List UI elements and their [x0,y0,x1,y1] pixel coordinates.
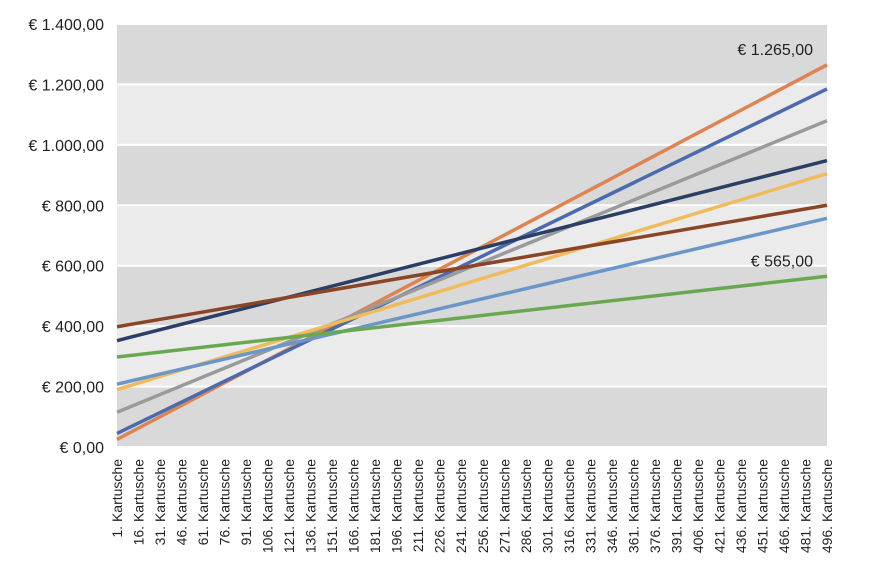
x-tick-label: 91. Kartusche [238,459,254,546]
value-annotation: € 565,00 [751,253,813,270]
x-tick-label: 301. Kartusche [539,459,555,553]
y-tick-label: € 1.400,00 [28,17,104,34]
x-tick-label: 121. Kartusche [281,459,297,553]
x-tick-label: 271. Kartusche [496,459,512,553]
plot-band [117,84,827,145]
x-tick-label: 241. Kartusche [453,459,469,553]
y-axis-ticks: € 0,00 € 200,00 € 400,00 € 600,00 € 800,00 € … [28,17,104,457]
x-tick-label: 376. Kartusche [647,459,663,553]
x-tick-label: 421. Kartusche [711,459,727,553]
y-tick-label: € 800,00 [42,198,104,215]
series-line-blue [116,87,828,435]
x-tick-label: 466. Kartusche [776,459,792,553]
x-tick-label: 406. Kartusche [690,459,706,553]
x-tick-label: 451. Kartusche [754,459,770,553]
x-tick-label: 31. Kartusche [152,459,168,546]
y-tick-label: € 1.200,00 [28,77,104,94]
series-line-brown [116,203,828,329]
plot-background [117,24,827,447]
x-tick-label: 391. Kartusche [668,459,684,553]
plot-band [117,144,827,206]
x-tick-label: 211. Kartusche [410,459,426,552]
x-tick-label: 286. Kartusche [518,459,534,553]
x-tick-label: 226. Kartusche [432,459,448,553]
x-tick-label: 436. Kartusche [733,459,749,553]
x-tick-label: 181. Kartusche [367,459,383,553]
x-tick-label: 61. Kartusche [195,459,211,546]
plot-band [117,386,827,447]
x-tick-label: 361. Kartusche [625,459,641,553]
x-tick-label: 46. Kartusche [174,459,190,546]
series-line-green [116,274,828,359]
x-tick-label: 106. Kartusche [260,459,276,553]
x-tick-label: 76. Kartusche [217,459,233,546]
x-tick-label: 136. Kartusche [303,459,319,553]
x-tick-label: 1. Kartusche [109,459,125,538]
x-tick-label: 151. Kartusche [324,459,340,553]
x-tick-label: 496. Kartusche [819,459,835,553]
x-tick-label: 166. Kartusche [346,459,362,553]
y-tick-label: € 1.000,00 [28,138,104,155]
x-tick-label: 196. Kartusche [389,459,405,553]
annotations: € 1.265,00 € 565,00 [737,42,813,270]
y-tick-label: € 600,00 [42,259,104,276]
plot-band [117,205,827,266]
value-annotation: € 1.265,00 [737,42,813,59]
x-tick-label: 16. Kartusche [131,459,147,546]
x-tick-label: 331. Kartusche [582,459,598,553]
x-tick-label: 316. Kartusche [561,459,577,553]
x-tick-label: 256. Kartusche [475,459,491,553]
series-line-yellow [116,171,828,392]
y-tick-label: € 0,00 [60,440,105,457]
x-axis-ticks: 1. Kartusche 16. Kartusche 31. Kartusche 46… [109,459,835,553]
y-tick-label: € 200,00 [42,380,104,397]
plot-band [117,24,827,85]
x-tick-label: 346. Kartusche [604,459,620,553]
y-tick-label: € 400,00 [42,319,104,336]
series-line-dark-navy [116,158,828,343]
series-line-light-blue [116,216,828,386]
series-lines [116,63,828,441]
x-tick-label: 481. Kartusche [797,459,813,553]
